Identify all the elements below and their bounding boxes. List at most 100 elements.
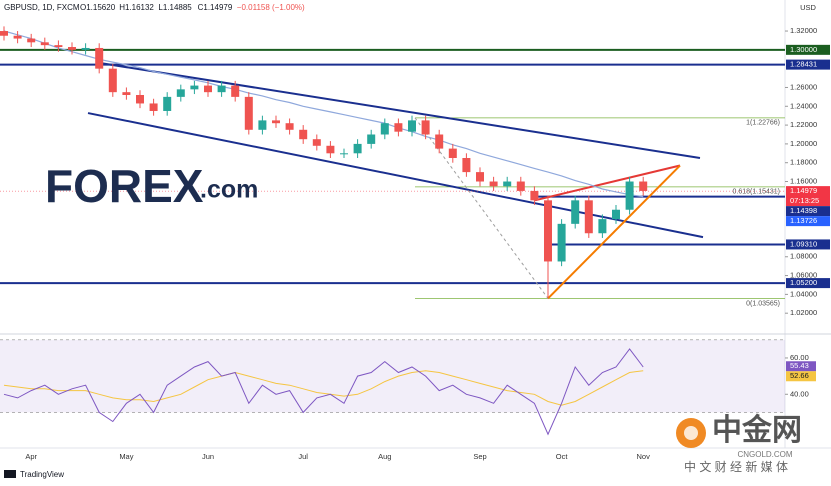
x-tick-label: Jul: [298, 452, 308, 461]
ohlc-value: L1.14885: [158, 3, 192, 12]
tradingview: TradingView: [20, 470, 64, 479]
candle-body: [544, 200, 552, 262]
candle-body: [40, 42, 49, 46]
rsi-band: [0, 339, 785, 413]
y-tick-label: 1.06000: [790, 271, 817, 280]
candle-body: [367, 134, 376, 144]
candle-body: [326, 145, 335, 154]
candle-body: [340, 153, 348, 155]
price-tag: [786, 44, 830, 55]
price-tag: [786, 278, 830, 289]
candle-body: [503, 181, 512, 187]
price-tag-label: 1.13726: [790, 216, 817, 225]
y-tick-label: 1.18000: [790, 158, 817, 167]
candle-body: [408, 120, 416, 132]
y-tick-label: 1.22000: [790, 120, 817, 129]
trendline: [99, 62, 701, 159]
ohlc-value: O1.15620: [80, 3, 116, 12]
candle-body: [176, 89, 185, 97]
price-tag: [786, 239, 830, 250]
ohlc-value: H1.16132: [119, 3, 154, 12]
candle-body: [353, 143, 362, 154]
rsi-ma: [3, 370, 644, 406]
candle-body: [0, 31, 8, 36]
x-tick-label: Aug: [378, 452, 391, 461]
candle-body: [598, 219, 607, 234]
candle-body: [516, 181, 525, 191]
candle-body: [584, 200, 593, 234]
price-tag-label: 1.28431: [790, 60, 817, 69]
trendline: [87, 112, 704, 239]
tv-icon: [4, 470, 16, 478]
price-tag: [786, 216, 830, 227]
price-tag: [786, 206, 830, 217]
candle-body: [625, 181, 634, 210]
candle-body: [299, 129, 308, 140]
candle-body: [217, 85, 226, 93]
candle-body: [27, 38, 36, 43]
candle-body: [476, 172, 484, 182]
cngold-sub: 中 文 财 经 新 媒 体: [684, 459, 788, 474]
rsi-tag: [786, 361, 816, 372]
candle-body: [462, 158, 471, 173]
candle-body: [285, 123, 294, 130]
y-tick-label: 1.02000: [790, 308, 817, 317]
cngold-logo: 中金网: [712, 413, 802, 447]
candle-body: [380, 123, 389, 135]
y-tick-label: 1.24000: [790, 101, 817, 110]
candle-body: [639, 181, 648, 191]
x-tick-label: Apr: [25, 452, 37, 461]
rsi-tag-label: 55.43: [790, 361, 809, 370]
candle-body: [571, 200, 580, 224]
candle-body: [244, 96, 253, 130]
candle-body: [136, 94, 144, 104]
candle-body: [312, 139, 321, 146]
fib-label: 0(1.03565): [746, 300, 780, 307]
candle-body: [68, 47, 76, 50]
x-tick-label: Jun: [202, 452, 214, 461]
price-tag-label: 1.14979: [790, 186, 817, 195]
y-tick-label: 1.04000: [790, 289, 817, 298]
candle-body: [122, 92, 131, 95]
y-tick-label: 1.20000: [790, 139, 817, 148]
candle-body: [54, 45, 63, 48]
candle-body: [557, 223, 566, 262]
rsi-tag-label: 52.66: [790, 371, 809, 380]
cngold-url: CNGOLD.COM: [737, 450, 792, 459]
candle-body: [149, 103, 158, 111]
candle-body: [448, 148, 457, 159]
moving-average: [3, 30, 644, 198]
candle-body: [163, 96, 172, 111]
trendline: [534, 164, 681, 202]
price-tag: [786, 186, 830, 207]
price-tag-label: 1.30000: [790, 45, 817, 54]
candle-body: [489, 181, 498, 187]
logo: FOREX: [45, 160, 204, 212]
candle-body: [435, 134, 444, 149]
candle-body: [95, 47, 104, 69]
x-tick-label: Nov: [637, 452, 651, 461]
candle-body: [394, 123, 403, 132]
y-tick-label: 1.32000: [790, 26, 817, 35]
rsi-tick-label: 60.00: [790, 353, 809, 362]
candle-body: [421, 120, 430, 135]
fib-label: 1(1.22766): [746, 120, 780, 127]
x-tick-label: Oct: [556, 452, 569, 461]
axis-unit: USD: [800, 3, 816, 12]
candle-body: [231, 85, 240, 97]
ohlc-value: C1.14979: [198, 3, 233, 12]
chart-title: GBPUSD, 1D, FXCM: [4, 3, 80, 12]
y-tick-label: 1.26000: [790, 82, 817, 91]
countdown: 07:13:25: [790, 196, 819, 205]
rsi-line: [3, 348, 644, 436]
x-tick-label: Sep: [473, 452, 486, 461]
price-tag-label: 1.14398: [790, 206, 817, 215]
candle-body: [530, 190, 539, 201]
candle-body: [81, 47, 90, 50]
trendline: [547, 164, 681, 300]
candle-body: [612, 209, 620, 220]
candle-body: [13, 35, 22, 39]
x-tick-label: May: [119, 452, 133, 461]
fib-label: 0.618(1.15431): [733, 189, 780, 196]
